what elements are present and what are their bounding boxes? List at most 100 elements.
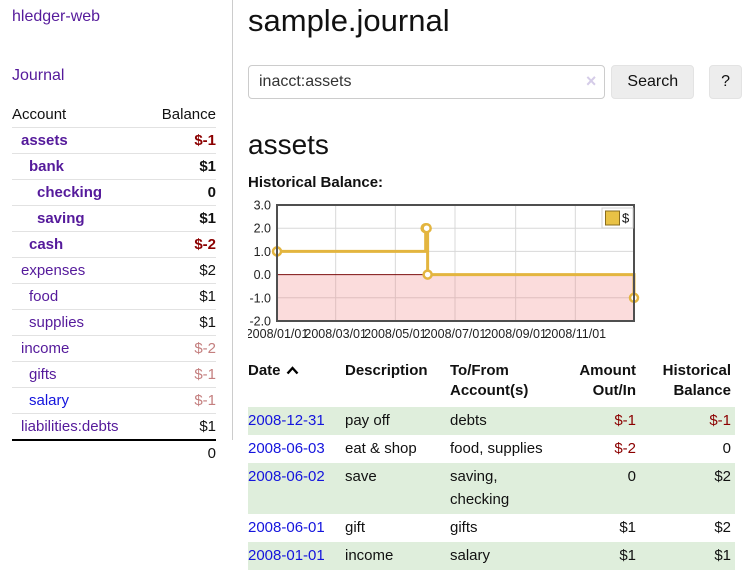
negative-region [277, 274, 634, 321]
sidebar-account-row: food $1 [12, 283, 216, 309]
sidebar-account-row: cash $-2 [12, 231, 216, 257]
accounts-header-account: Account [12, 106, 67, 123]
register-amount: $-1 [614, 412, 636, 429]
register-amount: $1 [619, 547, 636, 564]
data-point-marker [422, 269, 433, 280]
x-axis-tick-label: 2008/01/01 [248, 327, 308, 341]
historical-balance-chart: $3.0 2.0 1.0 0.0 -1.0 -2.0 2008/01/01 2008/03/0… [246, 199, 742, 345]
account-balance: $-1 [194, 132, 216, 149]
page-title: sample.journal [248, 3, 450, 38]
column-header-date[interactable]: Date [248, 359, 345, 401]
sidebar-item-journal[interactable]: Journal [12, 67, 65, 84]
account-balance: $1 [199, 314, 216, 331]
account-link[interactable]: expenses [21, 262, 86, 279]
register-balance: 0 [722, 440, 731, 457]
register-date-cell: 2008-06-02 [248, 463, 345, 514]
account-link[interactable]: assets [21, 132, 68, 149]
account-balance: $1 [199, 210, 216, 227]
sort-ascending-icon [286, 366, 298, 375]
search-bar: × Search ? [248, 65, 742, 99]
register-accounts: food, supplies [450, 440, 543, 457]
register-accounts: saving, checking [450, 468, 510, 508]
plot-border [276, 204, 635, 322]
register-balance: $2 [714, 468, 731, 485]
register-row: 2008-06-03 eat & shop food, supplies $-2 0 [248, 435, 735, 463]
help-button[interactable]: ? [709, 65, 742, 99]
account-link[interactable]: gifts [29, 366, 57, 383]
account-balance: $2 [199, 262, 216, 279]
account-link[interactable]: saving [37, 210, 85, 227]
accounts-total-row: 0 [12, 439, 216, 466]
sidebar-account-row: income $-2 [12, 335, 216, 361]
accounts-table: Account Balance assets $-1 bank $1 checking 0… [12, 102, 216, 466]
search-button[interactable]: Search [611, 65, 695, 99]
y-axis-tick-label: -1.0 [249, 291, 271, 305]
account-balance: $1 [199, 158, 216, 175]
y-axis-tick-label: 1.0 [254, 245, 271, 259]
column-header-balance: Historical Balance [662, 362, 731, 399]
register-description: pay off [345, 412, 390, 429]
register-description: gift [345, 519, 366, 536]
register-date-link[interactable]: 2008-01-01 [248, 547, 325, 564]
accounts-header-balance: Balance [161, 106, 216, 123]
account-balance: $1 [199, 288, 216, 305]
register-balance: $-1 [709, 412, 731, 429]
account-link[interactable]: supplies [29, 314, 85, 331]
sidebar-account-row: bank $1 [12, 153, 216, 179]
app-title-link[interactable]: hledger-web [12, 8, 101, 25]
account-link[interactable]: income [21, 340, 70, 357]
register-amount: $-2 [614, 440, 636, 457]
y-axis-tick-label: 3.0 [254, 199, 271, 213]
main-content: sample.journal × Search ? assets Histori… [246, 0, 742, 570]
x-axis-tick-label: 2008/07/01 [424, 327, 487, 341]
column-header-accounts: To/From Account(s) [450, 362, 529, 399]
register-row: 2008-06-01 gift gifts $1 $2 [248, 514, 735, 542]
y-axis-tick-label: 0.0 [254, 268, 271, 282]
sidebar-account-row: gifts $-1 [12, 361, 216, 387]
register-date-cell: 2008-01-01 [248, 542, 345, 570]
column-header-description: Description [345, 362, 428, 379]
register-description: save [345, 468, 377, 485]
account-link[interactable]: liabilities:debts [21, 418, 119, 435]
sidebar: hledger-web Journal Account Balance asse… [0, 0, 233, 462]
sidebar-account-row: checking 0 [12, 179, 216, 205]
accounts-total-value: 0 [207, 445, 216, 462]
register-date-link[interactable]: 2008-06-02 [248, 468, 325, 485]
chart-title: Historical Balance: [248, 174, 384, 191]
search-input[interactable] [248, 65, 606, 99]
account-link[interactable]: salary [29, 392, 70, 409]
register-table: Date Description To/From Account(s) Amou… [248, 359, 735, 570]
register-date-link[interactable]: 2008-06-03 [248, 440, 325, 457]
register-date-link[interactable]: 2008-12-31 [248, 412, 325, 429]
sidebar-account-row: salary $-1 [12, 387, 216, 413]
sidebar-account-row: saving $1 [12, 205, 216, 231]
account-balance: $1 [199, 418, 216, 435]
x-axis-tick-label: 2008/03/01 [304, 327, 367, 341]
accounts-table-header: Account Balance [12, 102, 216, 127]
account-balance: $-2 [194, 340, 216, 357]
y-axis-tick-label: -2.0 [249, 315, 271, 329]
register-row: 2008-12-31 pay off debts $-1 $-1 [248, 407, 735, 435]
register-row: 2008-01-01 income salary $1 $1 [248, 542, 735, 570]
account-link[interactable]: bank [29, 158, 65, 175]
register-amount: $1 [619, 519, 636, 536]
y-axis-tick-label: 2.0 [254, 222, 271, 236]
legend-label: $ [622, 211, 630, 226]
register-date-link[interactable]: 2008-06-01 [248, 519, 325, 536]
register-accounts: salary [450, 547, 491, 564]
clear-search-icon[interactable]: × [585, 71, 597, 91]
account-link[interactable]: cash [29, 236, 64, 253]
sidebar-account-row: liabilities:debts $1 [12, 413, 216, 439]
legend-swatch [605, 210, 620, 226]
account-link[interactable]: food [29, 288, 59, 305]
register-description: income [345, 547, 394, 564]
column-header-amount: Amount Out/In [579, 362, 636, 399]
register-date-cell: 2008-06-03 [248, 435, 345, 463]
register-accounts: debts [450, 412, 487, 429]
account-link[interactable]: checking [37, 184, 103, 201]
account-balance: $-1 [194, 392, 216, 409]
register-accounts: gifts [450, 519, 478, 536]
register-date-cell: 2008-12-31 [248, 407, 345, 435]
x-axis-tick-label: 2008/05/01 [364, 327, 427, 341]
register-amount: 0 [627, 468, 636, 485]
